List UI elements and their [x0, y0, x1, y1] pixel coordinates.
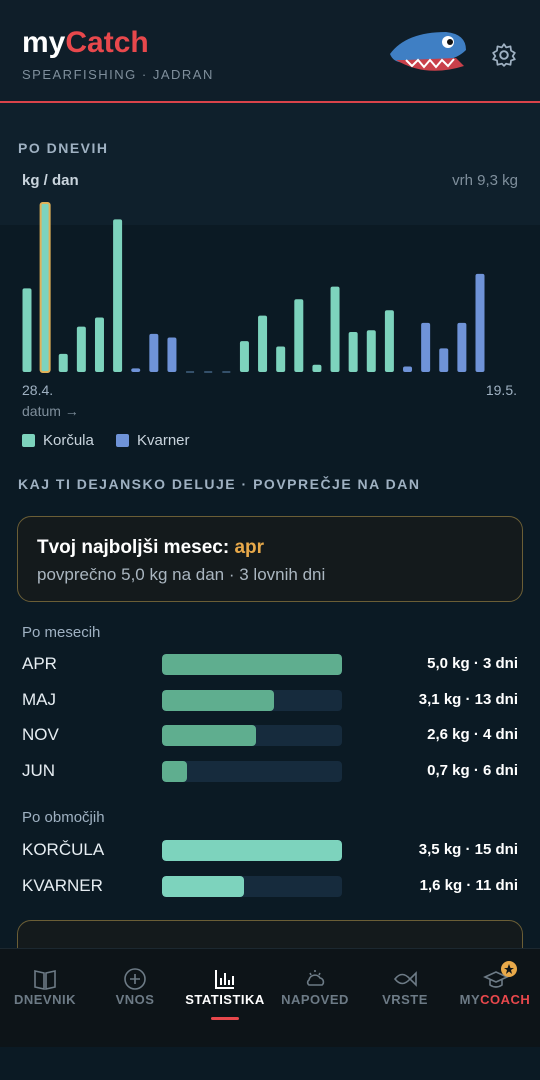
bar	[162, 654, 342, 675]
bar	[439, 348, 449, 372]
bar	[258, 315, 268, 372]
brand-prefix: my	[22, 26, 66, 59]
best-lead: Tvoj najboljši mesec:	[37, 537, 230, 558]
bar-track	[162, 875, 342, 897]
fish-logo	[390, 32, 466, 71]
row-label: KORČULA	[22, 840, 105, 859]
bar-track	[162, 654, 342, 675]
insights-heading: KAJ TI DEJANSKO DELUJE · POVPREČJE NA DA…	[18, 476, 421, 492]
best-month: apr	[234, 537, 265, 558]
header: myCatch SPEARFISHING · JADRAN	[0, 0, 540, 103]
bar	[113, 219, 123, 372]
nav-label: DNEVNIK	[13, 992, 76, 1007]
bar-track	[162, 689, 342, 711]
x-tick-label: 19.5.	[485, 382, 517, 398]
bar	[22, 288, 32, 372]
nav-icon	[483, 961, 517, 988]
nav-label: MY	[459, 992, 481, 1007]
nav-label: NAPOVED	[281, 992, 349, 1007]
x-label: datum →	[22, 403, 79, 419]
bar	[366, 330, 376, 372]
row-label: APR	[22, 654, 57, 673]
row-value: 3,1 kg · 13 dni	[418, 690, 518, 708]
x-tick-label: 28.4.	[22, 382, 54, 398]
nav-icon	[34, 970, 56, 990]
row-value: 0,7 kg · 6 dni	[427, 762, 518, 780]
bar	[276, 346, 286, 372]
bar	[94, 317, 104, 372]
bar	[162, 689, 274, 711]
nav-label: VNOS	[115, 992, 155, 1007]
nav-label: STATISTIKA	[185, 992, 265, 1007]
legend-label: Korčula	[43, 432, 94, 449]
subtitle: SPEARFISHING · JADRAN	[22, 67, 214, 82]
row-value: 2,6 kg · 4 dni	[427, 726, 518, 744]
bar	[312, 364, 322, 372]
bar	[330, 286, 340, 372]
nav-item[interactable]: NAPOVED	[270, 992, 360, 1007]
bar	[239, 341, 249, 372]
bar-track	[162, 725, 342, 747]
section-heading: PO DNEVIH	[18, 140, 109, 156]
bar	[384, 310, 394, 372]
nav-icon	[215, 970, 234, 989]
best-detail: povprečno 5,0 kg na dan · 3 lovnih dni	[37, 565, 326, 584]
bar	[162, 761, 188, 783]
bar	[348, 332, 358, 372]
nav-item[interactable]: STATISTIKA	[180, 992, 270, 1007]
row-value: 5,0 kg · 3 dni	[427, 655, 518, 672]
brand: myCatch	[22, 26, 149, 60]
bar	[162, 875, 245, 897]
bar	[149, 333, 159, 372]
bar	[421, 322, 431, 372]
top-label: vrh 9,3 kg	[452, 172, 518, 189]
y-label: kg / dan	[22, 172, 79, 189]
bar	[475, 273, 485, 372]
bar	[457, 322, 467, 372]
nav-item[interactable]: DNEVNIK	[0, 992, 90, 1007]
bar	[403, 366, 413, 372]
bottom-nav	[0, 948, 540, 1047]
bar	[58, 353, 68, 372]
nav-item[interactable]: MYCOACH	[450, 992, 540, 1007]
row-label: JUN	[22, 761, 56, 781]
nav-icon	[306, 970, 325, 986]
legend-swatch	[116, 434, 129, 447]
nav-icon	[393, 971, 417, 987]
row-value: 1,6 kg · 11 dni	[419, 876, 518, 894]
brand-main: Catch	[65, 26, 149, 59]
bar-track	[162, 761, 342, 783]
months-heading: Po mesecih	[22, 624, 101, 641]
bar	[167, 337, 177, 372]
bar	[162, 840, 342, 861]
bar-track	[162, 840, 342, 861]
nav-label: VRSTE	[382, 992, 428, 1007]
best-card: Tvoj najboljši mesec: apr povprečno 5,0 …	[17, 516, 523, 602]
daily-chart	[22, 202, 485, 373]
legend-label: Kvarner	[137, 432, 190, 449]
legend-swatch	[22, 434, 35, 447]
bar	[39, 202, 51, 373]
row-label: NOV	[22, 725, 59, 745]
nav-icon	[124, 968, 146, 990]
nav-item[interactable]: VNOS	[90, 992, 180, 1007]
row-label: KVARNER	[22, 875, 103, 895]
bar	[294, 299, 304, 372]
row-label: MAJ	[22, 689, 56, 709]
nav-item[interactable]: VRSTE	[360, 992, 450, 1007]
nav-label: COACH	[480, 992, 531, 1007]
bar	[162, 725, 256, 747]
row-value: 3,5 kg · 15 dni	[418, 841, 518, 858]
active-indicator	[211, 1017, 239, 1020]
regions-heading: Po območjih	[22, 809, 105, 826]
bar	[131, 368, 141, 372]
settings-button[interactable]	[491, 42, 517, 68]
bar	[76, 326, 86, 372]
